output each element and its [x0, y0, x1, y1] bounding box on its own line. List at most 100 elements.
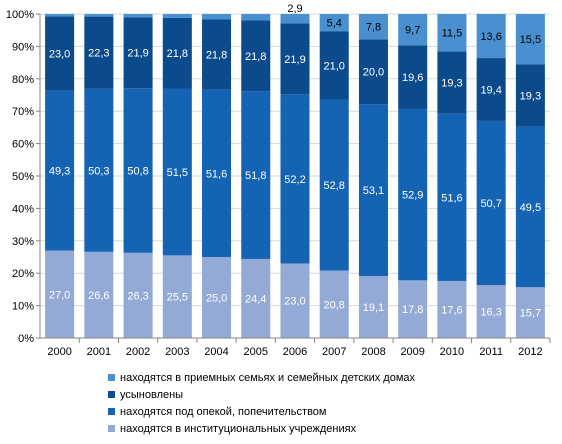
bar-segment: [358, 14, 388, 40]
data-label: 21,0: [324, 61, 345, 73]
bar-segment: [241, 20, 271, 92]
data-label: 17,6: [441, 304, 462, 316]
x-tick-label: 2004: [204, 346, 228, 358]
bar-segment: [358, 104, 388, 277]
x-tick-label: 2003: [165, 346, 189, 358]
bar-segment: [280, 263, 310, 338]
legend-swatch: [108, 425, 115, 432]
bar-segment: [162, 14, 192, 18]
x-tick-label: 2000: [47, 346, 71, 358]
y-tick-label: 10%: [12, 301, 34, 313]
data-label: 19,3: [520, 90, 541, 102]
bar-segment: [84, 251, 114, 338]
bar-segment: [202, 14, 232, 20]
data-label: 21,8: [206, 50, 227, 62]
data-label: 17,8: [402, 304, 423, 316]
bar-segment: [45, 14, 75, 17]
x-tick-labels: 2000 2001 2002 2003 2004 2005 2006 2007 2008 2009…: [47, 346, 542, 358]
data-labels: 27,0 49,3 23,0 26,6 50,3 22,3 26,3 50,8 21,9 25,5…: [49, 3, 541, 320]
y-tick-label: 60%: [12, 139, 34, 151]
data-label: 13,6: [480, 31, 501, 43]
data-label: 49,3: [49, 166, 70, 178]
bar-segment: [398, 45, 428, 109]
x-tick-label: 2011: [479, 346, 503, 358]
bar-segment: [476, 14, 506, 59]
data-label: 19,4: [480, 84, 501, 96]
bar-segment: [123, 252, 153, 338]
bar-segment: [476, 58, 506, 121]
bar-segment: [476, 285, 506, 338]
data-label: 19,1: [363, 302, 384, 314]
bar-segment: [162, 17, 192, 89]
bars: [45, 14, 545, 338]
bar-segment: [515, 64, 545, 127]
y-tick-label: 80%: [12, 74, 34, 86]
bar-segment: [398, 14, 428, 46]
legend-swatch: [108, 374, 115, 381]
data-label: 52,8: [324, 180, 345, 192]
data-label: 50,7: [480, 198, 501, 210]
y-tick-label: 0%: [18, 333, 34, 345]
data-label: 27,0: [49, 289, 70, 301]
data-label: 52,9: [402, 190, 423, 202]
bar-segment: [162, 88, 192, 256]
data-label: 11,5: [442, 28, 463, 40]
bar-segment: [84, 14, 114, 17]
data-label: 24,4: [245, 293, 266, 305]
bar-segment: [123, 17, 153, 89]
data-label: 26,3: [127, 290, 148, 302]
x-tick-label: 2012: [518, 346, 542, 358]
y-tick-label: 20%: [12, 268, 34, 280]
bar-segment: [358, 276, 388, 338]
bar-segment: [241, 258, 271, 338]
data-label: 20,8: [324, 299, 345, 311]
legend: находятся в приемных семьях и семейных д…: [108, 372, 416, 435]
y-tick-label: 70%: [12, 106, 34, 118]
x-tick-label: 2008: [361, 346, 385, 358]
y-tick-label: 50%: [12, 171, 34, 183]
bar-segment: [515, 14, 545, 65]
data-label: 21,9: [127, 48, 148, 60]
y-tick-label: 30%: [12, 236, 34, 248]
x-tick-label: 2010: [440, 346, 464, 358]
bar-segment: [280, 14, 310, 24]
data-label: 21,8: [167, 48, 188, 60]
bar-segment: [437, 51, 467, 114]
data-label: 2,9: [287, 3, 302, 15]
bar-segment: [437, 280, 467, 338]
data-label: 19,6: [402, 72, 423, 84]
data-label: 25,0: [206, 293, 227, 305]
data-label: 20,0: [363, 67, 384, 79]
bar-segment: [319, 99, 349, 271]
bar-segment: [437, 14, 467, 52]
legend-label: находятся под опекой, попечительством: [120, 406, 326, 418]
bar-segment: [398, 280, 428, 338]
bar-segment: [45, 90, 75, 251]
bar-segment: [280, 94, 310, 264]
bar-segment: [45, 16, 75, 91]
data-label: 7,8: [366, 22, 381, 34]
x-tick-label: 2001: [87, 346, 111, 358]
data-label: 51,5: [167, 167, 188, 179]
data-label: 51,6: [206, 168, 227, 180]
x-tick-label: 2006: [283, 346, 307, 358]
x-tick-label: 2007: [322, 346, 346, 358]
data-label: 23,0: [49, 49, 70, 61]
x-tick-label: 2005: [244, 346, 268, 358]
data-label: 16,3: [480, 307, 501, 319]
legend-swatch: [108, 408, 115, 415]
data-label: 21,9: [284, 54, 305, 66]
data-label: 5,4: [327, 18, 342, 30]
data-label: 25,5: [167, 292, 188, 304]
data-label: 15,7: [520, 308, 541, 320]
bar-segment: [202, 89, 232, 257]
bar-segment: [123, 88, 153, 253]
bar-segment: [319, 14, 349, 32]
data-label: 51,8: [245, 170, 266, 182]
data-label: 26,6: [88, 290, 109, 302]
legend-label: находятся в приемных семьях и семейных д…: [120, 372, 416, 384]
bar-segment: [358, 39, 388, 105]
bar-segment: [319, 31, 349, 100]
data-label: 9,7: [405, 25, 420, 37]
